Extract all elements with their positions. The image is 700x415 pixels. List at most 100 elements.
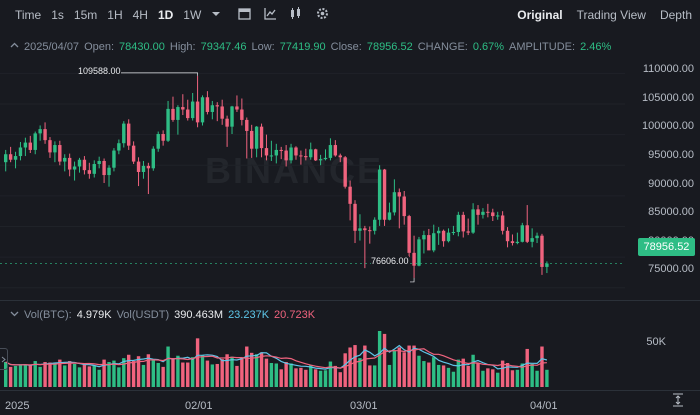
volume-bar [63,365,67,387]
candle-body [127,123,131,146]
candle [466,218,470,236]
candle-body [397,192,401,197]
candle [446,228,451,243]
candle [151,146,155,171]
view-original[interactable]: Original [517,8,563,22]
candle-body [210,105,215,112]
interval-1s[interactable]: 1s [51,8,64,22]
candle-body [23,142,28,148]
indicators-icon[interactable] [260,7,280,23]
fit-screen-icon[interactable] [672,393,684,410]
candle-body [200,97,205,123]
volume-bar [13,365,18,387]
settings-icon[interactable] [312,7,332,23]
candle-body [225,118,229,127]
volume-bar [18,364,23,387]
volume-bar [166,346,170,387]
pane-divider[interactable] [0,300,700,301]
interval-1d[interactable]: 1D [157,8,174,22]
volume-bar [436,364,441,387]
candle [377,165,382,226]
collapse-chevron-icon[interactable] [10,41,19,53]
volume-bar [471,354,475,387]
candle-body [28,142,32,150]
candle-body [451,232,456,234]
candle-body [358,228,362,231]
candle-body [245,119,249,131]
candle [87,162,92,179]
candle [13,151,18,169]
time-tick: 02/01 [185,400,213,412]
candle-body [220,106,224,119]
candle [250,124,254,158]
candle-body [373,219,377,231]
volume-bar [92,365,96,387]
interval-dropdown-icon[interactable] [206,8,226,22]
candle [358,214,362,241]
volume-bar [259,352,264,387]
amplitude-value: 2.46% [580,41,612,53]
volume-bar [407,345,411,387]
volume-bar [545,369,549,387]
chart-type-icon[interactable] [286,7,306,23]
candle [127,119,131,150]
candle [38,125,42,141]
candle [92,160,96,178]
volume-bar [466,365,470,387]
candle [471,203,475,234]
low-label: Low: [251,41,275,53]
interval-4h[interactable]: 4H [132,8,148,22]
candle [225,115,229,147]
volume-bar [146,354,151,387]
candle [112,148,116,172]
candle-body [461,214,465,232]
expand-panel-arrow-icon[interactable] [0,348,8,370]
high-value: 79347.46 [200,41,247,53]
candle [215,102,219,122]
candle [417,236,421,267]
candle [77,157,82,173]
interval-15m[interactable]: 15m [73,8,98,22]
volume-plot[interactable] [0,322,625,387]
candle [545,261,549,274]
low-annotation-line [410,277,415,283]
candle [259,123,264,158]
candle-body [43,129,47,141]
candle [28,135,32,153]
candlestick-plot[interactable] [0,55,625,300]
volume-bar [97,369,101,387]
candle-body [466,231,470,233]
volume-bar [43,362,47,387]
candle-body [427,235,431,251]
candle-body [97,160,101,165]
calendar-icon[interactable] [234,7,254,23]
view-trading-view[interactable]: Trading View [576,8,646,22]
candle-body [279,149,283,151]
candle-body [318,159,323,161]
candle-body [422,235,426,240]
watermark-logo: BINANCE [205,150,384,191]
volume-bar [195,338,200,387]
volume-bar [284,362,288,387]
candle-body [299,155,303,157]
candle-body [328,145,333,158]
volume-bar [540,346,544,387]
volume-tick: 50K [646,336,666,348]
candle [264,134,269,161]
candle-body [181,107,185,110]
volume-collapse-chevron-icon[interactable] [10,309,19,321]
candle [58,140,62,166]
view-depth[interactable]: Depth [659,8,692,22]
interval-1w[interactable]: 1W [183,8,202,22]
candle-body [338,155,342,158]
candle-body [530,238,534,242]
price-tick: 105000.00 [642,92,694,104]
candle-body [102,160,106,176]
candle-body [363,228,367,231]
volume-bar [368,365,372,387]
candle [540,233,544,275]
candle-body [215,105,219,107]
candle [456,211,461,237]
interval-1h[interactable]: 1H [107,8,123,22]
interval-time[interactable]: Time [15,8,42,22]
